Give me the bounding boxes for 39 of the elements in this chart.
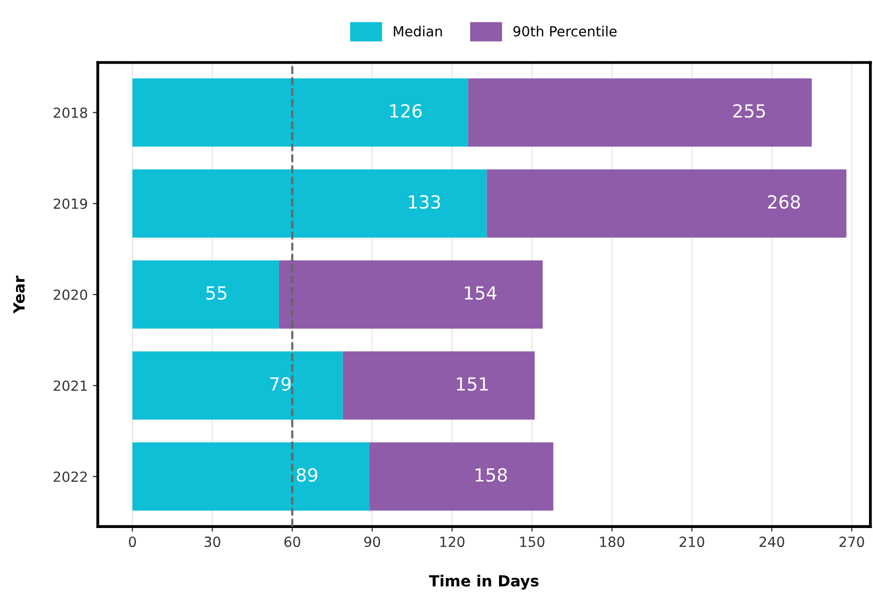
- total-label: 154: [464, 286, 496, 300]
- data-label: 79: [270, 377, 291, 391]
- legend-label: 90th Percentile: [513, 26, 617, 37]
- x-tick-label: 210: [680, 536, 704, 548]
- bar: [132, 442, 370, 511]
- total-label: 268: [768, 195, 800, 209]
- data-label: 126: [390, 104, 422, 118]
- data-label: 55: [206, 286, 226, 300]
- x-tick-label: 120: [440, 536, 464, 548]
- bar: [486, 169, 846, 238]
- y-tick-label: 2019: [54, 198, 88, 209]
- x-tick-label: 0: [128, 536, 136, 548]
- bar: [132, 169, 487, 238]
- data-label: 89: [296, 468, 318, 482]
- x-tick-label: 150: [520, 536, 544, 548]
- y-tick-label: 2020: [54, 289, 88, 300]
- bar: [278, 260, 543, 329]
- bar: [468, 78, 812, 147]
- bar: [132, 351, 343, 420]
- legend-label: Median: [394, 26, 442, 37]
- bar: [370, 442, 554, 511]
- bar: [342, 351, 535, 420]
- x-tick-label: 240: [760, 536, 784, 548]
- total-label: 255: [733, 104, 765, 118]
- bar: [132, 260, 279, 329]
- data-label: 133: [408, 195, 440, 209]
- x-tick-label: 270: [839, 536, 864, 548]
- x-tick-label: 30: [204, 536, 220, 548]
- total-label: 158: [476, 468, 507, 482]
- total-label: 151: [456, 377, 488, 391]
- x-axis-title: Time in Days: [429, 574, 538, 590]
- y-tick-label: 2018: [54, 107, 88, 118]
- bar: [132, 78, 468, 147]
- x-tick-label: 180: [600, 536, 624, 548]
- x-tick-label: 60: [284, 536, 300, 548]
- y-axis-title: Year: [13, 276, 25, 314]
- y-tick-label: 2022: [54, 471, 87, 482]
- x-tick-label: 90: [364, 536, 380, 548]
- y-tick-label: 2021: [54, 380, 87, 391]
